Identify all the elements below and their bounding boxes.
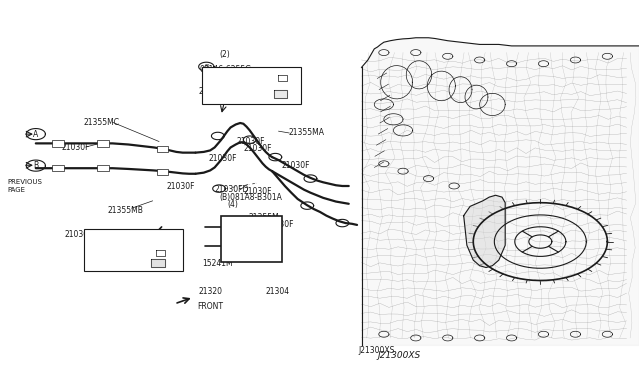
Text: 21030FA: 21030FA xyxy=(93,260,124,266)
Text: 21030FC: 21030FC xyxy=(205,96,236,102)
Text: (HOLDER): (HOLDER) xyxy=(226,73,260,80)
Text: 21030FD: 21030FD xyxy=(204,86,236,92)
Polygon shape xyxy=(211,132,224,140)
Polygon shape xyxy=(301,202,314,209)
Polygon shape xyxy=(212,185,225,192)
Polygon shape xyxy=(362,38,639,345)
Text: J21300XS: J21300XS xyxy=(378,351,420,360)
Text: (2): (2) xyxy=(220,50,230,59)
Text: 21030F: 21030F xyxy=(266,221,294,230)
Text: 21304: 21304 xyxy=(266,287,290,296)
Polygon shape xyxy=(274,90,287,98)
Text: 21030F: 21030F xyxy=(61,142,90,151)
Bar xyxy=(84,229,182,271)
Text: (HOLDER): (HOLDER) xyxy=(125,239,159,246)
Text: 21030F: 21030F xyxy=(208,154,237,163)
Text: 21030F: 21030F xyxy=(90,250,116,256)
Polygon shape xyxy=(464,195,505,267)
Text: 21355M: 21355M xyxy=(248,213,279,222)
Text: 21030F: 21030F xyxy=(243,187,272,196)
Text: FRONT: FRONT xyxy=(197,302,223,311)
Text: 21030F: 21030F xyxy=(167,182,195,190)
Text: (4): (4) xyxy=(227,200,238,209)
Polygon shape xyxy=(304,175,317,182)
Text: 08146-6255G: 08146-6255G xyxy=(200,65,252,74)
Text: J21300XS: J21300XS xyxy=(358,346,395,355)
Polygon shape xyxy=(243,136,256,143)
Text: 21030F: 21030F xyxy=(237,137,266,146)
Bar xyxy=(52,140,64,147)
Text: B: B xyxy=(33,161,38,170)
Text: 21030F: 21030F xyxy=(125,246,154,255)
Bar xyxy=(97,140,109,147)
Bar xyxy=(157,145,168,152)
Bar xyxy=(97,165,109,171)
Text: 21355MB: 21355MB xyxy=(108,206,144,215)
Text: (B)081A8-B301A: (B)081A8-B301A xyxy=(220,193,283,202)
Text: A: A xyxy=(33,129,38,139)
Text: PREVIOUS: PREVIOUS xyxy=(7,179,42,185)
Text: B: B xyxy=(204,64,209,69)
Polygon shape xyxy=(269,153,282,161)
Bar xyxy=(157,169,168,175)
Bar xyxy=(52,165,64,171)
Text: 15241M: 15241M xyxy=(202,259,232,268)
Text: 21305 J: 21305 J xyxy=(198,87,227,96)
Text: 21030F: 21030F xyxy=(282,161,310,170)
Text: PAGE: PAGE xyxy=(7,187,25,193)
Bar xyxy=(221,216,282,262)
Text: 21355MA: 21355MA xyxy=(288,128,324,137)
Polygon shape xyxy=(336,219,349,227)
Text: 21355MC: 21355MC xyxy=(84,118,120,127)
Bar xyxy=(202,67,301,105)
Text: 21030FD: 21030FD xyxy=(214,185,249,194)
Text: 21030F: 21030F xyxy=(65,230,93,239)
Text: 21320: 21320 xyxy=(198,287,223,296)
Text: 21030F: 21030F xyxy=(243,144,272,153)
Polygon shape xyxy=(152,259,166,267)
